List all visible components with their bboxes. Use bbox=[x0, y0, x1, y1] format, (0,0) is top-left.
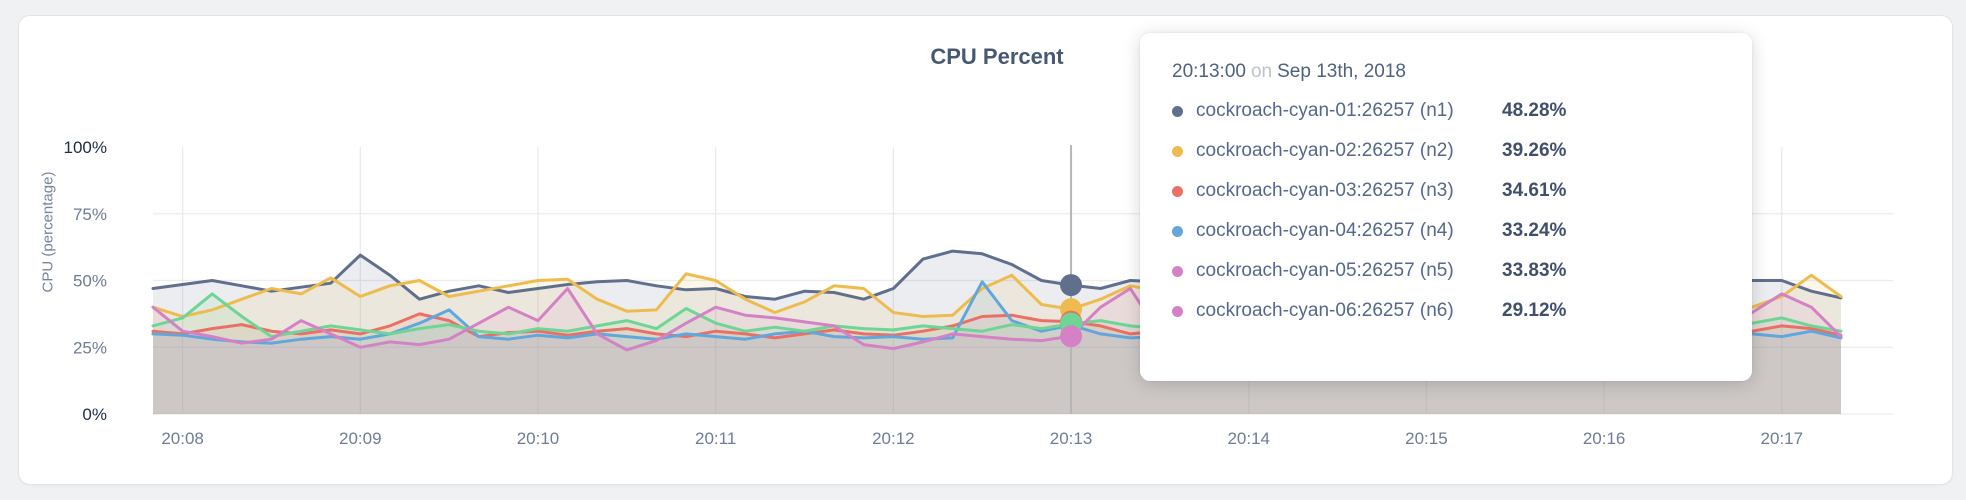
tooltip-series-row: cockroach-cyan-06:26257 (n6) 29.12% bbox=[1170, 291, 1722, 331]
tooltip-series-name: cockroach-cyan-01:26257 (n1) bbox=[1196, 100, 1454, 121]
x-tick-label: 20:16 bbox=[1583, 429, 1626, 448]
tooltip-series-value: 33.24% bbox=[1502, 220, 1567, 241]
tooltip-date: Sep 13th, 2018 bbox=[1277, 61, 1406, 82]
tooltip-series-row: cockroach-cyan-03:26257 (n3) 34.61% bbox=[1170, 171, 1722, 211]
series-area bbox=[153, 293, 1841, 414]
y-tick-label: 0% bbox=[82, 405, 107, 424]
y-tick-label: 50% bbox=[73, 272, 107, 291]
hover-dots bbox=[1060, 274, 1083, 348]
tooltip-header: 20:13:00 on Sep 13th, 2018 bbox=[1172, 61, 1722, 83]
series-color-dot bbox=[1172, 145, 1183, 157]
y-axis-ticks: 0% 25% 50% 75% 100% bbox=[64, 138, 107, 424]
tooltip-connector: on bbox=[1250, 61, 1273, 82]
y-tick-label: 100% bbox=[64, 138, 107, 157]
x-tick-label: 20:08 bbox=[161, 429, 204, 448]
hover-dot bbox=[1060, 274, 1083, 297]
tooltip-series-name: cockroach-cyan-05:26257 (n5) bbox=[1196, 260, 1454, 281]
tooltip-series-list: cockroach-cyan-01:26257 (n1) 48.28% cockro… bbox=[1170, 91, 1722, 331]
tooltip-series-value: 48.28% bbox=[1502, 100, 1567, 121]
y-tick-label: 75% bbox=[73, 205, 107, 224]
tooltip-series-name: cockroach-cyan-04:26257 (n4) bbox=[1196, 220, 1454, 241]
x-tick-label: 20:15 bbox=[1405, 429, 1448, 448]
hover-dot bbox=[1060, 325, 1083, 348]
tooltip-series-value: 33.83% bbox=[1502, 260, 1567, 281]
x-axis-ticks: 20:08 20:09 20:10 20:11 20:12 20:13 20:14 20:15… bbox=[161, 429, 1803, 448]
tooltip-series-value: 29.12% bbox=[1502, 300, 1567, 321]
y-tick-label: 25% bbox=[73, 338, 107, 357]
series-color-dot bbox=[1172, 305, 1183, 317]
tooltip-series-row: cockroach-cyan-04:26257 (n4) 33.24% bbox=[1170, 211, 1722, 251]
tooltip-series-name: cockroach-cyan-03:26257 (n3) bbox=[1196, 180, 1454, 201]
tooltip-series-value: 34.61% bbox=[1502, 180, 1567, 201]
series-color-dot bbox=[1172, 265, 1183, 277]
series-area bbox=[153, 288, 1841, 414]
x-tick-label: 20:12 bbox=[872, 429, 915, 448]
tooltip-series-row: cockroach-cyan-01:26257 (n1) 48.28% bbox=[1170, 91, 1722, 131]
series-color-dot bbox=[1172, 185, 1183, 197]
x-tick-label: 20:10 bbox=[517, 429, 560, 448]
tooltip-series-value: 39.26% bbox=[1502, 140, 1567, 161]
tooltip-series-row: cockroach-cyan-02:26257 (n2) 39.26% bbox=[1170, 131, 1722, 171]
x-tick-label: 20:11 bbox=[695, 429, 736, 448]
chart-title: CPU Percent bbox=[930, 44, 1064, 69]
chart-tooltip: 20:13:00 on Sep 13th, 2018 cockroach-cyan-… bbox=[1140, 33, 1752, 381]
tooltip-series-name: cockroach-cyan-02:26257 (n2) bbox=[1196, 140, 1454, 161]
y-axis-title: CPU (percentage) bbox=[39, 171, 57, 293]
tooltip-series-row: cockroach-cyan-05:26257 (n5) 33.83% bbox=[1170, 251, 1722, 291]
x-tick-label: 20:13 bbox=[1050, 429, 1093, 448]
x-tick-label: 20:14 bbox=[1227, 429, 1270, 448]
x-tick-label: 20:17 bbox=[1760, 429, 1803, 448]
series-color-dot bbox=[1172, 225, 1183, 237]
tooltip-time: 20:13:00 bbox=[1172, 61, 1246, 82]
series-color-dot bbox=[1172, 105, 1183, 117]
x-tick-label: 20:09 bbox=[339, 429, 382, 448]
tooltip-series-name: cockroach-cyan-06:26257 (n6) bbox=[1196, 300, 1454, 321]
